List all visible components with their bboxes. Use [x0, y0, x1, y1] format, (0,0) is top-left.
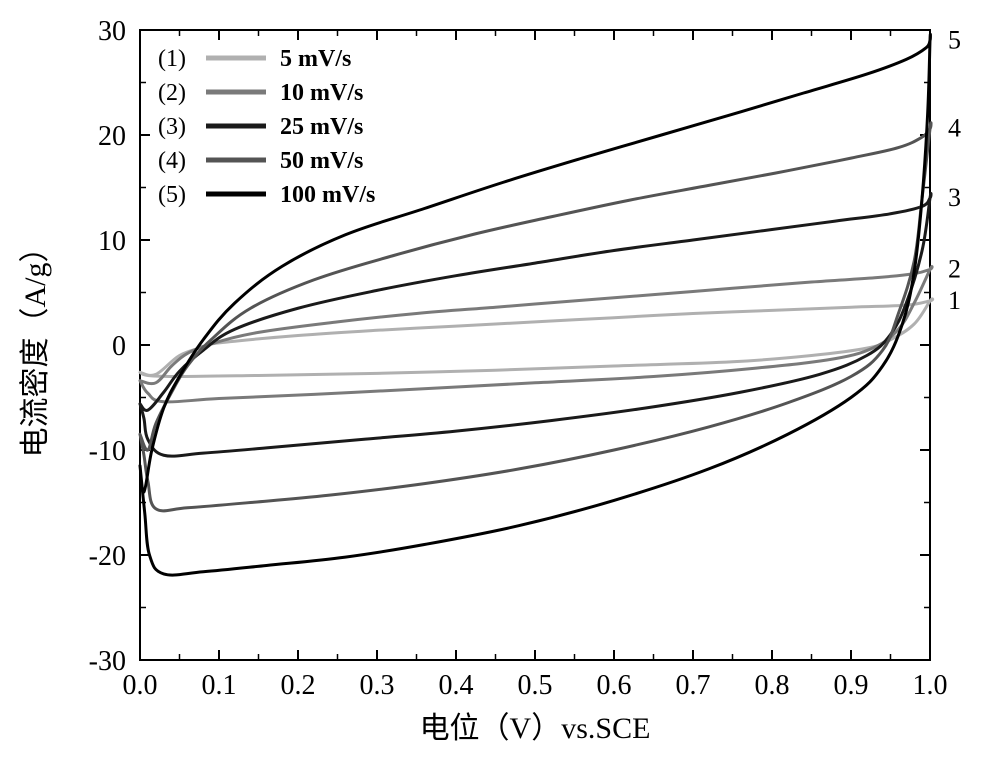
- svg-text:0.9: 0.9: [834, 670, 869, 701]
- legend-label-1: 5 mV/s: [280, 46, 351, 72]
- svg-text:0.5: 0.5: [518, 670, 553, 701]
- svg-text:20: 20: [98, 121, 126, 152]
- svg-text:-20: -20: [89, 541, 126, 572]
- svg-text:0.6: 0.6: [597, 670, 632, 701]
- series-3: [140, 193, 931, 456]
- svg-text:0.4: 0.4: [439, 670, 474, 701]
- legend-num-3: (3): [158, 114, 186, 140]
- legend-num-4: (4): [158, 148, 186, 174]
- legend-label-3: 25 mV/s: [280, 114, 363, 140]
- chart-svg: 0.0 0.1 0.2 0.3 0.4 0.5 0.6 0.7 0.8 0.9 1.0 -30 -20 -…: [0, 0, 1000, 768]
- legend-label-4: 50 mV/s: [280, 148, 363, 174]
- svg-text:0.7: 0.7: [676, 670, 711, 701]
- svg-text:1.0: 1.0: [913, 670, 948, 701]
- legend-num-5: (5): [158, 182, 186, 208]
- svg-text:0.2: 0.2: [281, 670, 316, 701]
- svg-text:30: 30: [98, 16, 126, 47]
- legend-num-1: (1): [158, 46, 186, 72]
- series-2: [140, 267, 932, 402]
- legend-num-2: (2): [158, 80, 186, 106]
- cv-chart: 0.0 0.1 0.2 0.3 0.4 0.5 0.6 0.7 0.8 0.9 1.0 -30 -20 -…: [0, 0, 1000, 768]
- legend-label-5: 100 mV/s: [280, 182, 375, 208]
- series-end-label-3: 3: [948, 183, 961, 212]
- series-end-label-4: 4: [948, 114, 961, 143]
- svg-text:0.1: 0.1: [202, 670, 237, 701]
- svg-text:0.3: 0.3: [360, 670, 395, 701]
- series-end-label-1: 1: [948, 286, 961, 315]
- y-axis-label: 电流密度（A/g）: [19, 233, 52, 458]
- x-axis-label: 电位（V）vs.SCE: [420, 712, 651, 745]
- svg-text:0.8: 0.8: [755, 670, 790, 701]
- series-end-label-2: 2: [948, 254, 961, 283]
- series-end-label-5: 5: [948, 26, 961, 55]
- svg-text:-30: -30: [89, 646, 126, 677]
- svg-text:0.0: 0.0: [123, 670, 158, 701]
- svg-text:10: 10: [98, 226, 126, 257]
- svg-text:-10: -10: [89, 436, 126, 467]
- series-1: [140, 299, 933, 377]
- legend-label-2: 10 mV/s: [280, 80, 363, 106]
- svg-text:0: 0: [112, 331, 126, 362]
- series-4: [140, 123, 931, 511]
